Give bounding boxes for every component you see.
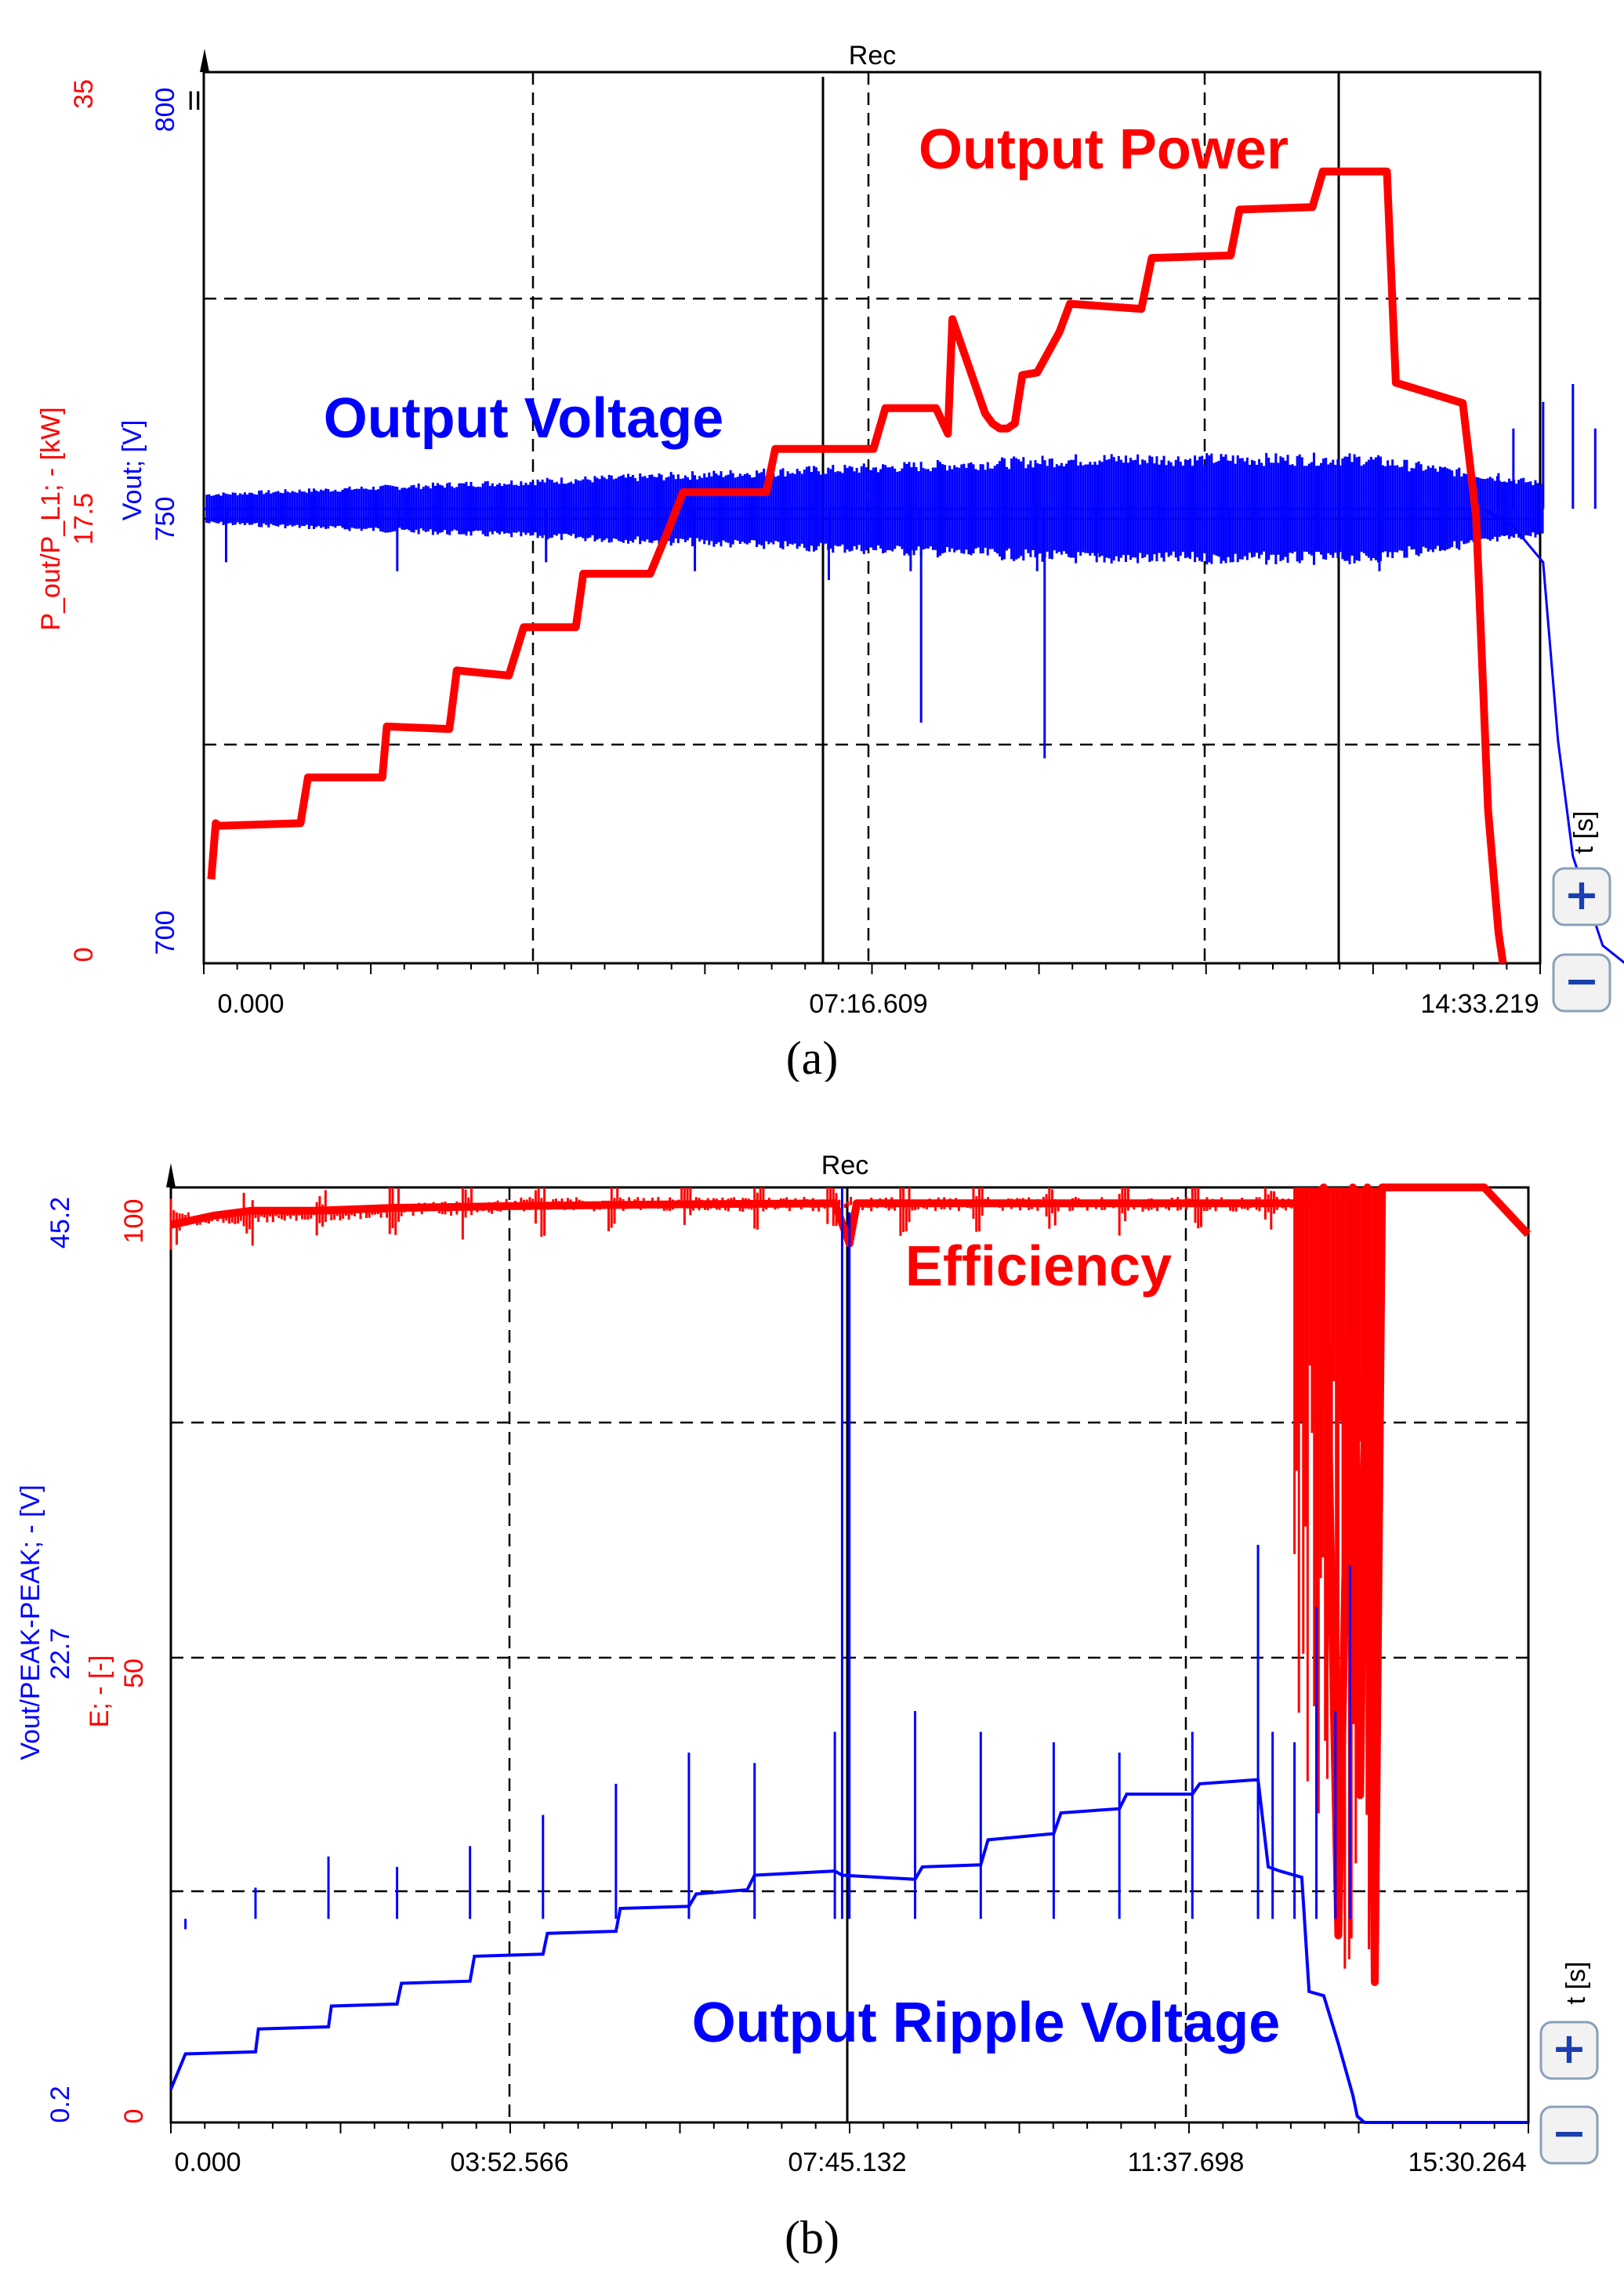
chart-a-y1-tick-mid: 17.5 (69, 493, 99, 545)
chart-b-y2-tick-max: 45.2 (45, 1197, 75, 1249)
chart-a-y2-tick-mid: 750 (150, 497, 180, 542)
chart-b-y1-tick-0: 0 (119, 2109, 149, 2124)
chart-a-output-voltage-annotation: Output Voltage (324, 387, 724, 450)
chart-b-x-tick-label-3: 11:37.698 (1128, 2148, 1245, 2177)
chart-b-ripple-spikes (184, 1187, 1351, 1930)
chart-b-y1-axis-title: E; - [-] (85, 1655, 114, 1728)
minus-icon: − (1551, 2108, 1586, 2158)
chart-a-zoom-in-button[interactable]: + (1552, 867, 1611, 926)
zoom-out-button-frame[interactable] (1552, 953, 1611, 1013)
chart-a-x-tick-label-2: 14:33.219 (1420, 989, 1539, 1019)
chart-panel-b: Rec Efficiency Output Ripple Voltage 0.2… (0, 1113, 1624, 2265)
zoom-in-button-frame[interactable] (1552, 867, 1611, 926)
chart-a-output-voltage-line (204, 507, 1624, 964)
chart-a-y2-tick-0: 700 (150, 911, 180, 955)
chart-b-x-ticks (170, 2122, 1529, 2133)
chart-a-output-power-line (207, 167, 1507, 964)
chart-b-zoom-in-button[interactable]: + (1539, 2021, 1599, 2080)
chart-b-output-ripple-voltage-line (169, 1778, 1528, 2124)
chart-b-y1-tick-max: 100 (119, 1199, 149, 1244)
chart-b-rec-label: Rec (821, 1151, 868, 1180)
chart-panel-a: Rec II I Output Power Output Voltage 0 1… (0, 0, 1624, 1082)
chart-a-x-tick-label-0: 0.000 (217, 989, 284, 1019)
chart-a-output-voltage-spikes (224, 383, 1597, 759)
chart-a-caption: (a) (786, 1032, 839, 1082)
chart-a-time-unit-label: t [s] (1569, 811, 1599, 854)
chart-b-y2-tick-mid: 22.7 (45, 1628, 75, 1680)
chart-b-y2-tick-0: 0.2 (45, 2086, 75, 2122)
chart-a-start-marker-icon (200, 49, 209, 72)
chart-a-y1-tick-max: 35 (69, 79, 99, 109)
chart-b-y2-axis-title: Vout/PEAK-PEAK; - [V] (16, 1484, 45, 1760)
chart-b-x-tick-label-1: 03:52.566 (450, 2148, 568, 2177)
minus-icon: − (1564, 956, 1599, 1006)
chart-b-efficiency-line (169, 1183, 1532, 1986)
plus-icon: + (1564, 870, 1599, 919)
chart-b-y1-tick-mid: 50 (119, 1658, 149, 1688)
chart-a-x-ticks (203, 963, 1541, 974)
chart-a-y1-axis-title: P_out/P_L1; - [kW] (36, 407, 66, 630)
chart-b-svg: Rec Efficiency Output Ripple Voltage 0.2… (16, 1151, 1599, 2264)
chart-a-y2-axis-title: Vout; [V] (118, 420, 147, 521)
chart-b-x-tick-label-0: 0.000 (174, 2148, 241, 2177)
chart-b-zoom-out-button[interactable]: − (1539, 2105, 1599, 2165)
chart-a-x-tick-label-1: 07:16.609 (809, 989, 927, 1019)
chart-a-svg: Rec II I Output Power Output Voltage 0 1… (36, 41, 1624, 1082)
chart-a-y1-tick-0: 0 (69, 948, 99, 962)
chart-a-y2-tick-max: 800 (150, 88, 180, 132)
zoom-in-button-frame[interactable] (1539, 2021, 1599, 2080)
chart-b-x-tick-label-4: 15:30.264 (1408, 2148, 1526, 2177)
chart-b-efficiency-annotation: Efficiency (905, 1235, 1172, 1298)
plus-icon: + (1551, 2024, 1586, 2073)
chart-b-output-ripple-annotation: Output Ripple Voltage (692, 1992, 1281, 2054)
chart-a-output-power-annotation: Output Power (919, 118, 1289, 181)
zoom-out-button-frame[interactable] (1539, 2105, 1599, 2165)
chart-b-x-tick-label-2: 07:45.132 (788, 2148, 906, 2177)
chart-a-left-marker-label: II (187, 86, 202, 116)
chart-b-time-unit-label: t [s] (1561, 1962, 1591, 2005)
chart-b-start-marker-icon (166, 1163, 176, 1187)
chart-a-zoom-out-button[interactable]: − (1552, 953, 1611, 1013)
chart-b-caption: (b) (785, 2212, 839, 2264)
chart-a-rec-label: Rec (849, 41, 896, 71)
